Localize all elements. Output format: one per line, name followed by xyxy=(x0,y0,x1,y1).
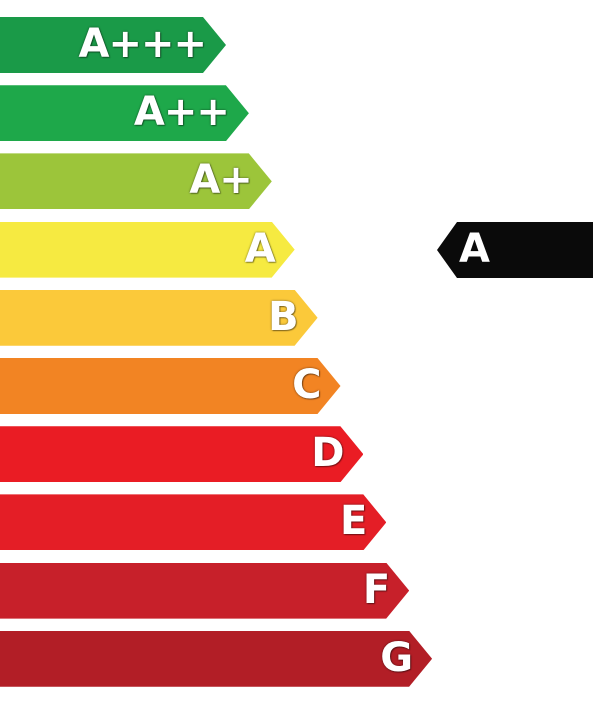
rating-label: A xyxy=(459,226,490,273)
energy-class-label: A+++ xyxy=(78,21,206,68)
energy-class-bar: G xyxy=(0,631,432,687)
energy-class-bar: A+ xyxy=(0,153,272,209)
energy-class-bar: B xyxy=(0,290,318,346)
energy-class-bar: A xyxy=(0,222,295,278)
energy-class-bar: E xyxy=(0,494,386,550)
energy-class-bar: D xyxy=(0,426,363,482)
energy-class-label: D xyxy=(311,430,344,477)
energy-class-bar: A+++ xyxy=(0,17,226,73)
energy-class-label: A xyxy=(244,225,275,272)
energy-class-label: G xyxy=(380,634,413,681)
energy-class-label: C xyxy=(292,362,321,409)
energy-class-bar: C xyxy=(0,358,341,414)
energy-class-bar: F xyxy=(0,563,409,619)
energy-class-label: F xyxy=(362,566,390,613)
energy-class-label: A+ xyxy=(189,157,252,204)
energy-class-label: E xyxy=(339,498,367,545)
rating-indicator-arrow: A xyxy=(437,222,593,278)
energy-class-label: A++ xyxy=(133,89,229,136)
energy-class-label: B xyxy=(268,293,298,340)
energy-class-bar: A++ xyxy=(0,85,249,141)
